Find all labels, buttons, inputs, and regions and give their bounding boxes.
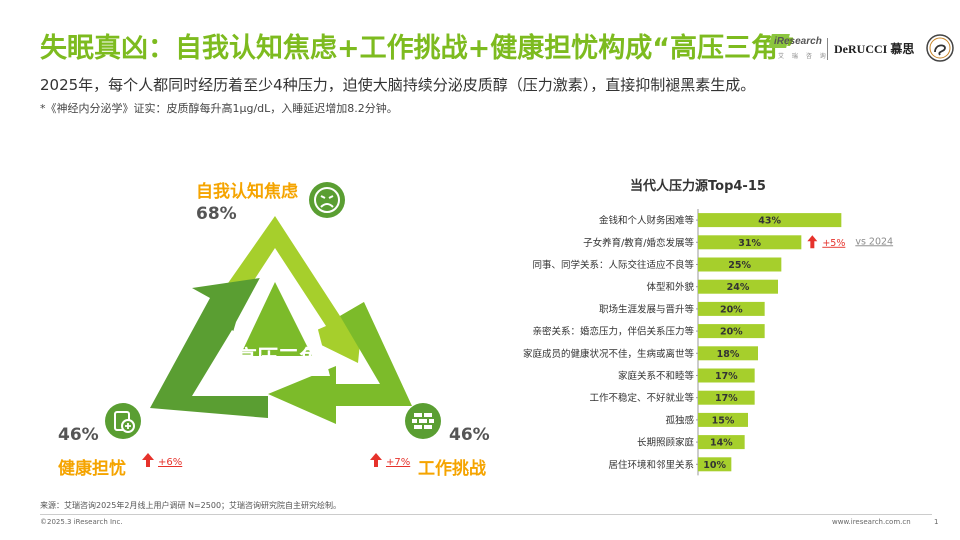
chart-category-label: 长期照顾家庭 (637, 437, 695, 449)
up-arrow-icon (142, 453, 154, 467)
chart-category-label: 孤独感 (665, 414, 694, 426)
chart-bar (698, 457, 732, 472)
page-title: 失眠真凶：自我认知焦虑+工作挑战+健康担忧构成“高压三角” (40, 33, 796, 64)
triangle-center-label: 高压三角 (236, 346, 320, 370)
triangle-left-pct: 46% (58, 425, 99, 445)
chart-value-label: 25% (728, 260, 751, 271)
logo-divider (827, 38, 828, 60)
chart-bar (698, 324, 765, 339)
triangle-top-label: 自我认知焦虑 (196, 182, 298, 202)
chart-value-label: 17% (715, 393, 738, 404)
website: www.iresearch.com.cn (832, 518, 911, 526)
up-arrow-icon (370, 453, 382, 467)
chart-compare-label: vs 2024 (855, 236, 893, 247)
high-pressure-triangle (150, 216, 412, 424)
chart-bar (698, 390, 755, 405)
triangle-right-pct: 46% (449, 425, 490, 445)
chart-bar (698, 435, 745, 450)
footer-divider (40, 514, 932, 515)
triangle-top-pct: 68% (196, 204, 237, 224)
page-number: 1 (934, 518, 939, 526)
chart-title: 当代人压力源Top4-15 (630, 179, 766, 194)
triangle-left-change: +6% (158, 457, 183, 468)
derucci-logo: DeRUCCI 慕思 (834, 42, 915, 56)
chart-bar (698, 257, 782, 272)
chart-value-label: 10% (703, 460, 726, 471)
chart-category-label: 亲密关系：婚恋压力，伴侣关系压力等 (532, 326, 694, 338)
chart-category-label: 工作不稳定、不好就业等 (589, 392, 694, 404)
chart-category-label: 子女养育/教育/婚恋发展等 (583, 237, 694, 249)
stress-sources-bar-chart: 金钱和个人财务困难等 43% 子女养育/教育/婚恋发展等 31% 同事、同学关系：人际交… (523, 209, 893, 476)
brick-wall-icon (405, 403, 441, 439)
iresearch-logo: iResearch 艾 瑞 咨 询 (768, 34, 826, 64)
chart-category-label: 家庭关系不和睦等 (618, 370, 695, 382)
triangle-right-label: 工作挑战 (418, 459, 486, 479)
chart-category-label: 同事、同学关系：人际交往适应不良等 (532, 259, 694, 271)
chart-value-label: 15% (712, 415, 735, 426)
chart-value-label: 31% (738, 238, 761, 249)
chart-bar (698, 301, 765, 316)
chart-bar (698, 412, 748, 427)
triangle-left-label: 健康担忧 (58, 459, 126, 479)
chart-bar (698, 346, 758, 361)
chart-category-label: 职场生涯发展与晋升等 (599, 303, 695, 315)
chart-change-label: +5% (822, 238, 845, 249)
chart-bar (698, 279, 778, 294)
chart-bar (698, 235, 802, 250)
chart-category-label: 居住环境和邻里关系 (608, 459, 694, 471)
footnote: *《神经内分泌学》证实：皮质醇每升高1μg/dL，入睡延迟增加8.2分钟。 (40, 102, 398, 115)
source-note: 来源：艾瑞咨询2025年2月线上用户调研 N=2500；艾瑞咨询研究院自主研究绘… (40, 501, 342, 510)
chart-value-label: 18% (717, 349, 740, 360)
chart-value-label: 43% (758, 216, 781, 227)
chart-value-label: 14% (710, 438, 733, 449)
chart-value-label: 17% (715, 371, 738, 382)
triangle-arm-bottom (268, 302, 412, 424)
copyright: ©2025.3 iResearch Inc. (40, 518, 123, 526)
chart-bar (698, 368, 755, 383)
health-shield-icon (105, 403, 141, 439)
chart-bar (698, 213, 842, 228)
seal-logo-icon (926, 34, 954, 62)
chart-value-label: 20% (720, 304, 743, 315)
chart-value-label: 24% (727, 282, 750, 293)
triangle-right-change: +7% (386, 457, 411, 468)
worried-face-icon (309, 182, 345, 218)
chart-category-label: 金钱和个人财务困难等 (599, 215, 695, 227)
page-subtitle: 2025年，每个人都同时经历着至少4种压力，迫使大脑持续分泌皮质醇（压力激素），… (40, 76, 756, 94)
up-arrow-icon (807, 235, 818, 249)
triangle-arm-left (150, 278, 268, 418)
chart-category-label: 体型和外貌 (646, 281, 694, 293)
chart-category-label: 家庭成员的健康状况不佳，生病或离世等 (523, 348, 695, 360)
chart-value-label: 20% (720, 327, 743, 338)
